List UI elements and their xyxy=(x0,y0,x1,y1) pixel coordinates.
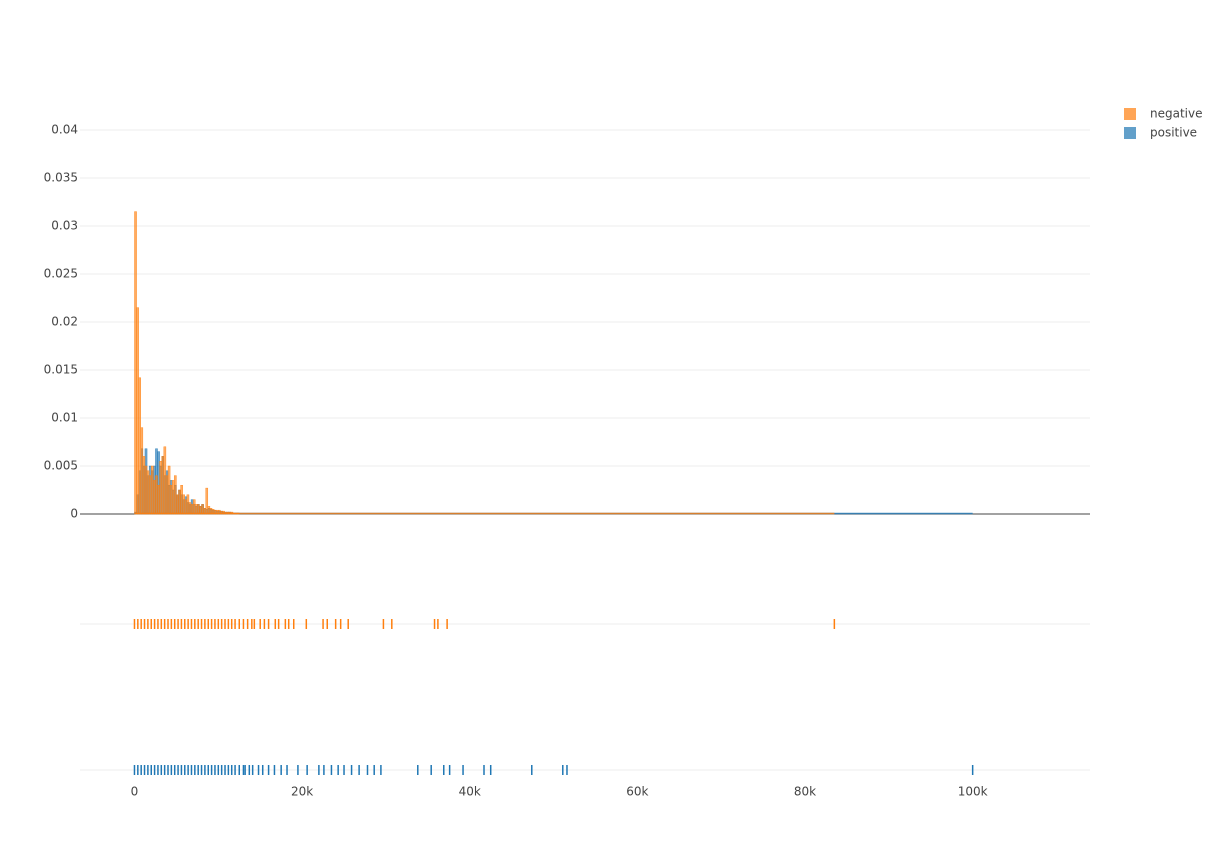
histogram-bar xyxy=(146,470,150,515)
histogram-bar xyxy=(220,510,223,515)
histogram-bar xyxy=(138,377,141,515)
histogram-bar xyxy=(236,512,240,515)
histogram-bar xyxy=(199,506,202,515)
histogram-bar xyxy=(224,511,227,515)
y-tick-label: 0.015 xyxy=(44,363,78,377)
histogram-bar xyxy=(178,489,181,515)
y-tick-label: 0.04 xyxy=(51,123,78,137)
histogram-bar xyxy=(153,480,156,515)
histogram-bar xyxy=(213,509,217,515)
histogram-bar xyxy=(174,475,177,515)
histogram-bar xyxy=(161,456,165,515)
histogram-bar xyxy=(216,509,219,515)
histogram-bar xyxy=(230,511,234,515)
y-tick-label: 0.02 xyxy=(51,315,78,329)
x-tick-label: 0 xyxy=(131,785,139,799)
histogram-bar xyxy=(148,475,152,515)
histogram-bar xyxy=(203,508,206,515)
histogram-bar xyxy=(184,499,188,515)
histogram-bar xyxy=(228,511,232,515)
histogram-bar xyxy=(207,506,211,515)
y-tick-label: 0.025 xyxy=(44,267,78,281)
histogram-bar xyxy=(232,512,236,515)
histogram-bar xyxy=(209,508,213,515)
legend-label: negative xyxy=(1150,107,1202,121)
y-tick-label: 0.005 xyxy=(44,459,78,473)
x-tick-label: 100k xyxy=(958,785,988,799)
histogram-bar xyxy=(171,480,175,515)
histogram-bar xyxy=(157,485,160,515)
histogram-bar xyxy=(222,510,225,515)
legend-swatch xyxy=(1124,108,1136,120)
histogram-bar xyxy=(192,499,196,515)
histogram-bar xyxy=(140,427,144,515)
histogram-bar xyxy=(186,494,190,515)
histogram-bar xyxy=(197,504,200,515)
histogram-bar xyxy=(188,502,192,515)
x-tick-label: 20k xyxy=(291,785,313,799)
histogram-bar xyxy=(169,485,173,515)
x-tick-label: 40k xyxy=(459,785,481,799)
histogram-bar xyxy=(144,465,148,515)
histogram-bar xyxy=(195,504,198,515)
y-tick-label: 0.01 xyxy=(51,411,78,425)
histogram-bar xyxy=(190,504,194,515)
histogram-bar xyxy=(159,461,162,515)
histogram-bar xyxy=(176,494,179,515)
histogram-bar xyxy=(218,509,221,515)
histogram-bar xyxy=(234,512,238,515)
histogram-bar xyxy=(182,494,185,515)
histogram-bar xyxy=(205,487,209,515)
histogram-bar xyxy=(211,509,215,515)
x-tick-label: 60k xyxy=(626,785,648,799)
histogram-bar xyxy=(163,446,167,515)
legend-swatch xyxy=(1124,127,1136,139)
histogram-bar xyxy=(226,511,229,515)
x-tick-label: 80k xyxy=(794,785,816,799)
histogram-bar xyxy=(142,456,146,515)
histogram-bar xyxy=(136,307,139,515)
histogram-bar xyxy=(151,465,154,515)
y-tick-label: 0.03 xyxy=(51,219,78,233)
y-tick-label: 0 xyxy=(70,507,78,521)
histogram-bar xyxy=(165,475,169,515)
histogram-bar xyxy=(134,211,137,515)
y-tick-label: 0.035 xyxy=(44,171,78,185)
legend-label: positive xyxy=(1150,126,1197,140)
histogram-bar xyxy=(201,504,204,515)
histogram-bar xyxy=(180,485,183,515)
histogram-bar xyxy=(167,465,171,515)
histogram-bar xyxy=(155,475,158,515)
